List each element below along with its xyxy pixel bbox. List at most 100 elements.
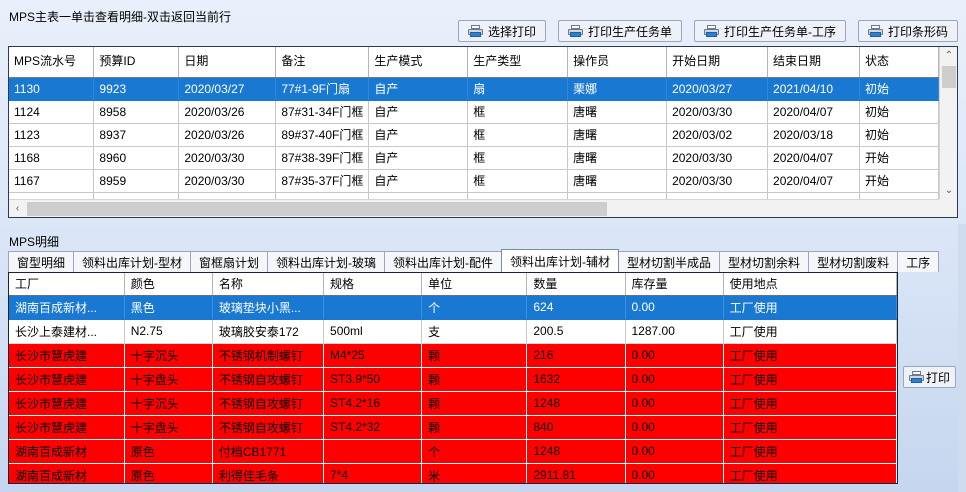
table-cell[interactable]: 2020/03/26: [178, 100, 277, 124]
table-cell[interactable]: 开始: [859, 146, 939, 170]
table-row[interactable]: 1124 8958 2020/03/26 87#31-34F门框 自产框唐曙 2020/0…: [9, 100, 939, 124]
table-cell[interactable]: ST3.9*50: [323, 367, 423, 392]
table-cell[interactable]: 十字沉头: [124, 391, 213, 416]
column-header[interactable]: 开始日期: [666, 47, 769, 78]
table-cell[interactable]: 自产: [368, 146, 469, 170]
table-cell[interactable]: 1248: [526, 439, 626, 464]
table-cell[interactable]: 500ml: [323, 319, 423, 344]
table-cell[interactable]: 8958: [93, 100, 180, 124]
table-cell[interactable]: 不锈钢自攻螺钉: [212, 367, 325, 392]
table-cell[interactable]: 2020/03/30: [666, 100, 769, 124]
column-header[interactable]: 数量: [526, 273, 626, 296]
table-row[interactable]: 湖南百成新材 原色 付档CB1771 个 1248 0.00 工厂使用: [9, 439, 897, 464]
table-row[interactable]: 1167 8959 2020/03/30 87#35-37F门框 自产框唐曙 2020/0…: [9, 169, 939, 193]
table-row[interactable]: 长沙市慧虎建 十字盘头 不锈钢自攻螺钉 ST3.9*50 颗 1632 0.00 工厂使用: [9, 367, 897, 392]
table-cell[interactable]: 2020/03/30: [178, 169, 277, 193]
column-header[interactable]: 工厂: [9, 273, 125, 296]
table-row[interactable]: 1123 8937 2020/03/26 89#37-40F门框 自产框唐曙 2020/0…: [9, 123, 939, 147]
scroll-left-arrow-icon[interactable]: ‹: [15, 203, 20, 214]
table-cell[interactable]: 1168: [9, 146, 95, 170]
table-cell[interactable]: 颗: [421, 343, 528, 368]
table-cell[interactable]: 不锈钢自攻螺钉: [212, 391, 325, 416]
table-row-empty[interactable]: [9, 192, 939, 199]
table-cell[interactable]: 湖南百成新材: [9, 463, 125, 483]
scroll-up-arrow-icon[interactable]: ⌃: [940, 47, 957, 64]
table-row[interactable]: 湖南百成新材... 黑色 玻璃垫块小黑... 个 624 0.00 工厂使用: [9, 295, 897, 320]
table-cell[interactable]: 8959: [93, 169, 180, 193]
table-cell[interactable]: 2020/04/07: [767, 169, 860, 193]
table-cell[interactable]: 工厂使用: [723, 439, 897, 464]
table-cell[interactable]: 初始: [859, 77, 939, 101]
table-row[interactable]: 长沙市慧虎建 十字沉头 不锈钢机制螺钉 M4*25 颗 216 0.00 工厂使用: [9, 343, 897, 368]
table-cell[interactable]: 1287.00: [625, 319, 724, 344]
table-cell[interactable]: ST4.2*16: [323, 391, 423, 416]
table-cell[interactable]: 利得佳毛条: [212, 463, 325, 483]
table-cell[interactable]: N2.75: [124, 319, 213, 344]
table-cell[interactable]: 2020/03/30: [178, 146, 277, 170]
table-cell[interactable]: 7*4: [323, 463, 423, 483]
table-cell[interactable]: 唐曙: [567, 100, 668, 124]
table-row[interactable]: 1130 9923 2020/03/27 77#1-9F门扇 自产扇栗娜 2020/03/…: [9, 77, 939, 101]
table-cell[interactable]: 2020/03/30: [666, 169, 769, 193]
tab-9[interactable]: 工序: [897, 251, 940, 272]
table-cell[interactable]: 工厂使用: [723, 343, 897, 368]
table-cell[interactable]: 0.00: [625, 343, 724, 368]
table-cell[interactable]: 工厂使用: [723, 367, 897, 392]
table-cell[interactable]: 2020/03/27: [666, 77, 769, 101]
table-cell[interactable]: 8960: [93, 146, 180, 170]
table-cell[interactable]: 框: [467, 123, 569, 147]
table-cell[interactable]: 89#37-40F门框: [275, 123, 370, 147]
table-cell[interactable]: 1123: [9, 123, 95, 147]
table-cell[interactable]: 2020/04/07: [767, 146, 860, 170]
table-cell[interactable]: 1632: [526, 367, 626, 392]
tab-0[interactable]: 窗型明细: [8, 251, 75, 272]
column-header[interactable]: 备注: [275, 47, 370, 78]
table-cell[interactable]: 0.00: [625, 367, 724, 392]
tab-6[interactable]: 型材切割半成品: [618, 251, 721, 272]
column-header[interactable]: 状态: [859, 47, 939, 78]
table-cell[interactable]: 十字盘头: [124, 367, 213, 392]
master-grid-horizontal-scrollbar[interactable]: ‹ ›: [9, 199, 957, 217]
table-cell[interactable]: 框: [467, 100, 569, 124]
table-cell[interactable]: 0.00: [625, 439, 724, 464]
table-cell[interactable]: 颗: [421, 367, 528, 392]
table-cell[interactable]: 自产: [368, 169, 469, 193]
table-cell[interactable]: 200.5: [526, 319, 626, 344]
table-cell[interactable]: 2020/03/27: [178, 77, 277, 101]
table-cell[interactable]: 2021/04/10: [767, 77, 860, 101]
table-cell[interactable]: 不锈钢机制螺钉: [212, 343, 325, 368]
table-cell[interactable]: 唐曙: [567, 169, 668, 193]
tab-5[interactable]: 领料出库计划-辅材: [501, 249, 620, 272]
print-production-order-button[interactable]: 打印生产任务单: [557, 20, 682, 42]
table-cell[interactable]: 玻璃垫块小黑...: [212, 295, 325, 320]
table-cell[interactable]: 0.00: [625, 463, 724, 483]
column-header[interactable]: 预算ID: [93, 47, 180, 78]
column-header[interactable]: 结束日期: [767, 47, 860, 78]
column-header[interactable]: 名称: [212, 273, 325, 296]
table-cell[interactable]: 8937: [93, 123, 180, 147]
tab-3[interactable]: 领料出库计划-玻璃: [267, 251, 386, 272]
table-cell[interactable]: 初始: [859, 100, 939, 124]
table-cell[interactable]: 自产: [368, 123, 469, 147]
table-cell[interactable]: 2020/04/07: [767, 100, 860, 124]
table-cell[interactable]: 十字沉头: [124, 343, 213, 368]
table-cell[interactable]: 颗: [421, 415, 528, 440]
table-cell[interactable]: 个: [421, 439, 528, 464]
column-header[interactable]: 使用地点: [723, 273, 897, 296]
table-cell[interactable]: 1167: [9, 169, 95, 193]
table-row[interactable]: 1168 8960 2020/03/30 87#38-39F门框 自产框唐曙 2020/0…: [9, 146, 939, 170]
table-cell[interactable]: 湖南百成新材: [9, 439, 125, 464]
table-cell[interactable]: 工厂使用: [723, 295, 897, 320]
table-cell[interactable]: 0.00: [625, 295, 724, 320]
table-row[interactable]: 湖南百成新材 原色 利得佳毛条 7*4 米 2911.81 0.00 工厂使用: [9, 463, 897, 483]
table-cell[interactable]: 付档CB1771: [212, 439, 325, 464]
table-cell[interactable]: 框: [467, 169, 569, 193]
table-cell[interactable]: 栗娜: [567, 77, 668, 101]
table-cell[interactable]: 支: [421, 319, 528, 344]
table-cell[interactable]: 77#1-9F门扇: [275, 77, 370, 101]
horizontal-scroll-thumb[interactable]: [27, 202, 607, 216]
table-row[interactable]: 长沙市慧虎建 十字盘头 不锈钢自攻螺钉 ST4.2*32 颗 840 0.00 工厂使用: [9, 415, 897, 440]
vertical-scroll-thumb[interactable]: [942, 66, 956, 88]
column-header[interactable]: MPS流水号: [9, 47, 95, 78]
tab-8[interactable]: 型材切割废料: [808, 251, 899, 272]
